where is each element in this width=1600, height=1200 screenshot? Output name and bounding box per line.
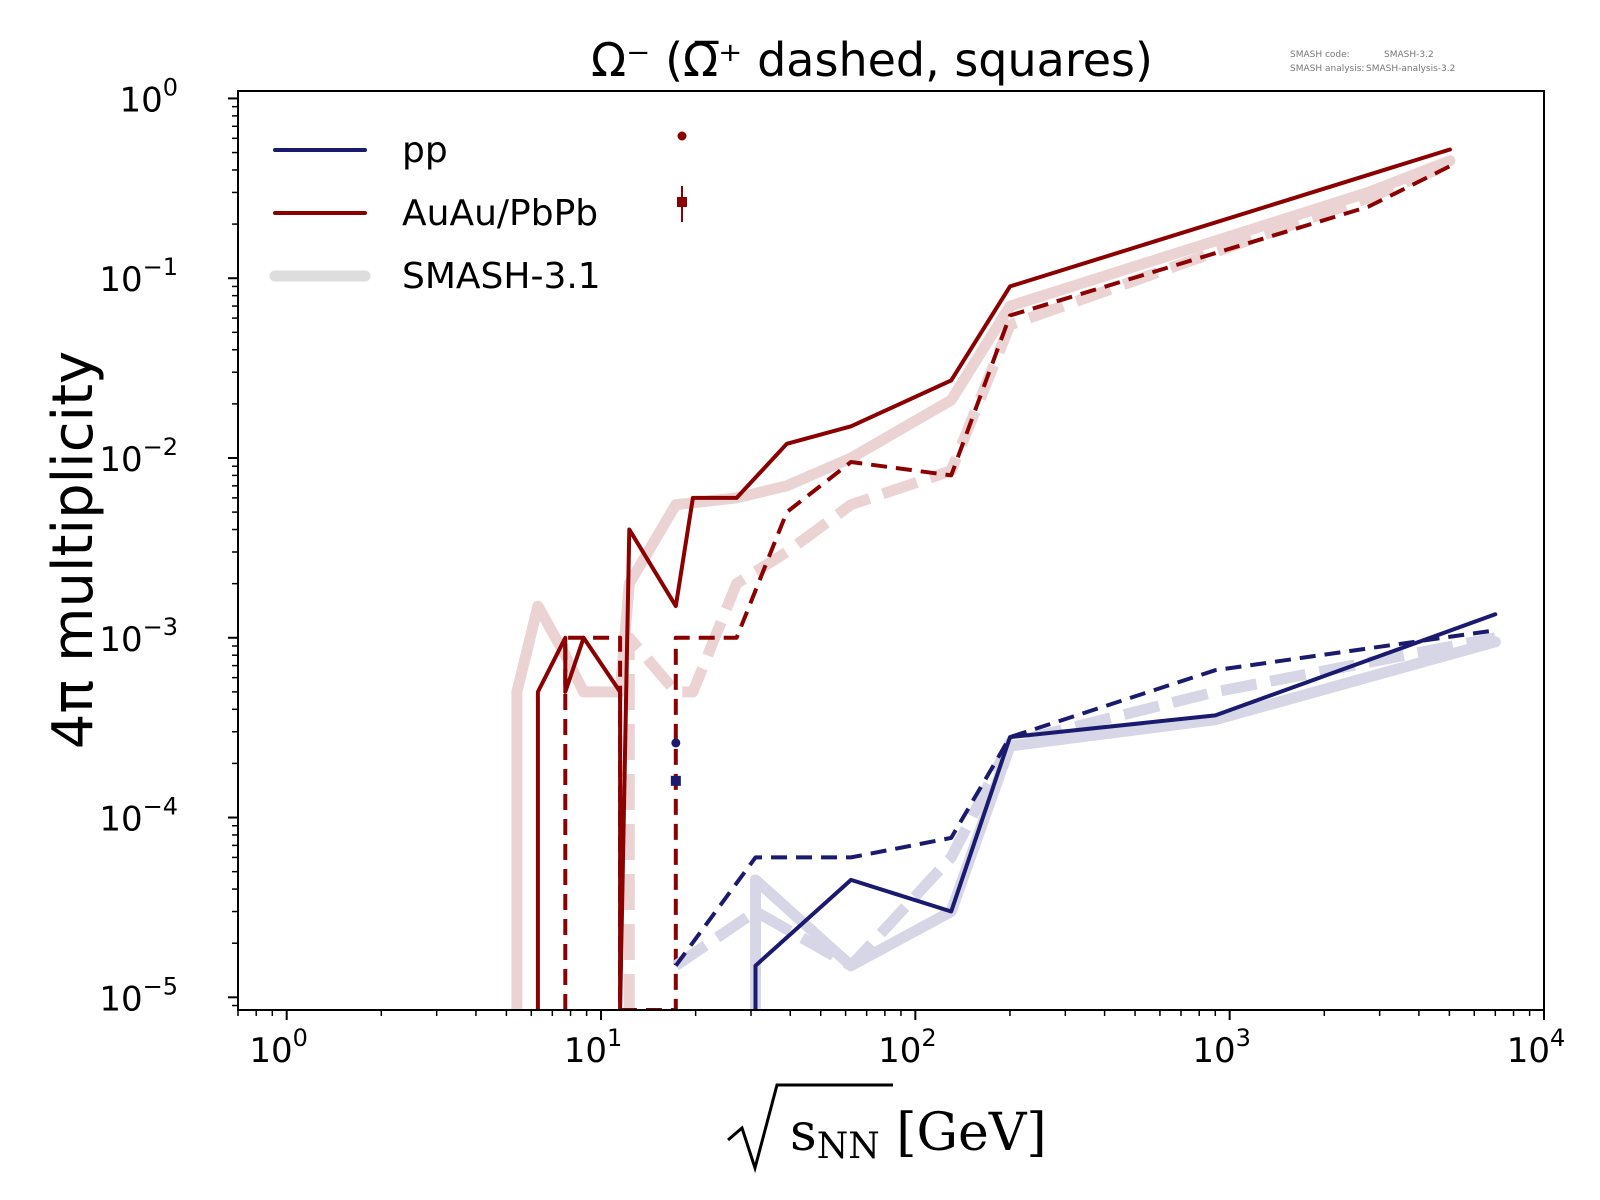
chart-title: Ω⁻ (Ω̅⁺ dashed, squares) — [591, 33, 1153, 87]
series-pp_anti — [674, 628, 1496, 967]
data-point-pp_data_circle — [671, 738, 681, 748]
series-smash_pp_anti — [672, 632, 1497, 972]
sqrt-symbol-icon — [727, 1083, 893, 1174]
y-tick-label: 10−3 — [99, 613, 178, 660]
data-point-pp_data_square — [670, 775, 681, 786]
legend-square-marker — [677, 197, 687, 207]
y-axis-label: 4π multiplicity — [41, 351, 106, 749]
svg-text:4π multiplicity: 4π multiplicity — [41, 351, 106, 749]
data-points-layer — [670, 738, 681, 786]
x-tick-label: 100 — [249, 1024, 308, 1071]
x-axis-label-text: sNN [GeV] — [790, 1103, 1047, 1167]
series-smash_aa_anti — [623, 159, 1452, 1010]
version-info: SMASH code: SMASH-3.2 SMASH analysis: SM… — [1290, 50, 1455, 74]
x-tick-label: 103 — [1192, 1024, 1251, 1071]
legend-label: SMASH-3.1 — [402, 256, 601, 297]
legend-entry-pp: pp — [273, 130, 448, 171]
series-layer — [511, 147, 1501, 1010]
x-tick-label: 101 — [564, 1024, 623, 1071]
y-tick-label: 10−5 — [99, 972, 178, 1019]
y-tick-label: 10−2 — [99, 433, 178, 480]
y-axis: 100 10−1 10−2 10−3 10−4 10−5 — [99, 73, 238, 1019]
x-axis-label: sNN [GeV] — [727, 1083, 1047, 1174]
series-pp — [753, 612, 1498, 1010]
legend-circle-marker — [677, 131, 687, 141]
x-tick-label: 102 — [878, 1024, 937, 1071]
y-tick-label: 10−1 — [99, 253, 178, 300]
y-tick-label: 100 — [119, 73, 178, 120]
version-analysis-label: SMASH analysis: — [1290, 64, 1364, 74]
version-code-value: SMASH-3.2 — [1384, 50, 1434, 60]
legend-entry-smash-3-1: SMASH-3.1 — [269, 256, 601, 297]
version-analysis-value: SMASH-analysis-3.2 — [1366, 64, 1455, 74]
y-tick-label: 10−4 — [99, 793, 178, 840]
plot-frame — [237, 90, 1545, 1011]
legend-entry-auau-pbpb: AuAu/PbPb — [273, 193, 598, 234]
x-axis: 100 101 102 103 104 — [237, 1010, 1566, 1071]
legend: pp AuAu/PbPb SMASH-3.1 — [269, 130, 687, 297]
legend-label: pp — [402, 130, 448, 171]
series-aa_anti — [563, 164, 1451, 1010]
series-aa — [535, 147, 1452, 1010]
x-tick-label: 104 — [1507, 1024, 1566, 1071]
series-smash_aa — [511, 155, 1456, 1010]
legend-label: AuAu/PbPb — [402, 193, 598, 234]
version-code-label: SMASH code: — [1290, 50, 1350, 60]
